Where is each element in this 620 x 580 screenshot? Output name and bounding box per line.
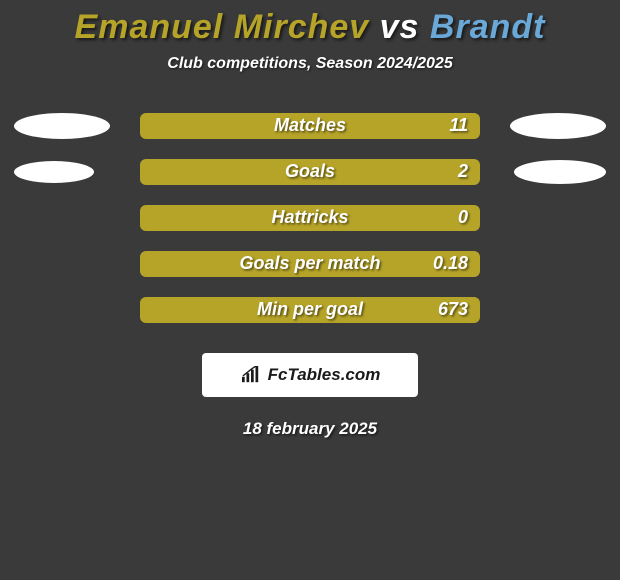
stat-label: Min per goal <box>257 299 363 320</box>
left-ellipse <box>14 161 94 183</box>
stat-value-right: 2 <box>458 161 468 182</box>
stat-label: Hattricks <box>271 207 348 228</box>
stat-value-right: 0.18 <box>433 253 468 274</box>
comparison-title: Emanuel Mirchev vs Brandt <box>0 8 620 47</box>
left-ellipse <box>14 113 110 139</box>
stat-rows: Matches 11 Goals 2 Hattricks 0 Goals per… <box>0 103 620 333</box>
stat-value-right: 673 <box>438 299 468 320</box>
stat-row-hattricks: Hattricks 0 <box>0 195 620 241</box>
stat-row-goals-per-match: Goals per match 0.18 <box>0 241 620 287</box>
stat-label: Goals <box>285 161 335 182</box>
date-text: 18 february 2025 <box>0 419 620 439</box>
title-player1: Emanuel Mirchev <box>75 8 370 46</box>
infographic-container: Emanuel Mirchev vs Brandt Club competiti… <box>0 0 620 439</box>
subtitle: Club competitions, Season 2024/2025 <box>0 55 620 73</box>
stat-value-right: 0 <box>458 207 468 228</box>
logo-box: FcTables.com <box>202 353 418 397</box>
stat-row-min-per-goal: Min per goal 673 <box>0 287 620 333</box>
chart-icon <box>240 366 262 384</box>
stat-label: Goals per match <box>239 253 380 274</box>
stat-label: Matches <box>274 115 346 136</box>
stat-row-goals: Goals 2 <box>0 149 620 195</box>
right-ellipse <box>514 160 606 184</box>
stat-row-matches: Matches 11 <box>0 103 620 149</box>
stat-value-right: 11 <box>449 115 468 136</box>
logo-text: FcTables.com <box>268 365 381 385</box>
title-vs: vs <box>369 8 430 46</box>
title-player2: Brandt <box>430 8 546 46</box>
right-ellipse <box>510 113 606 139</box>
